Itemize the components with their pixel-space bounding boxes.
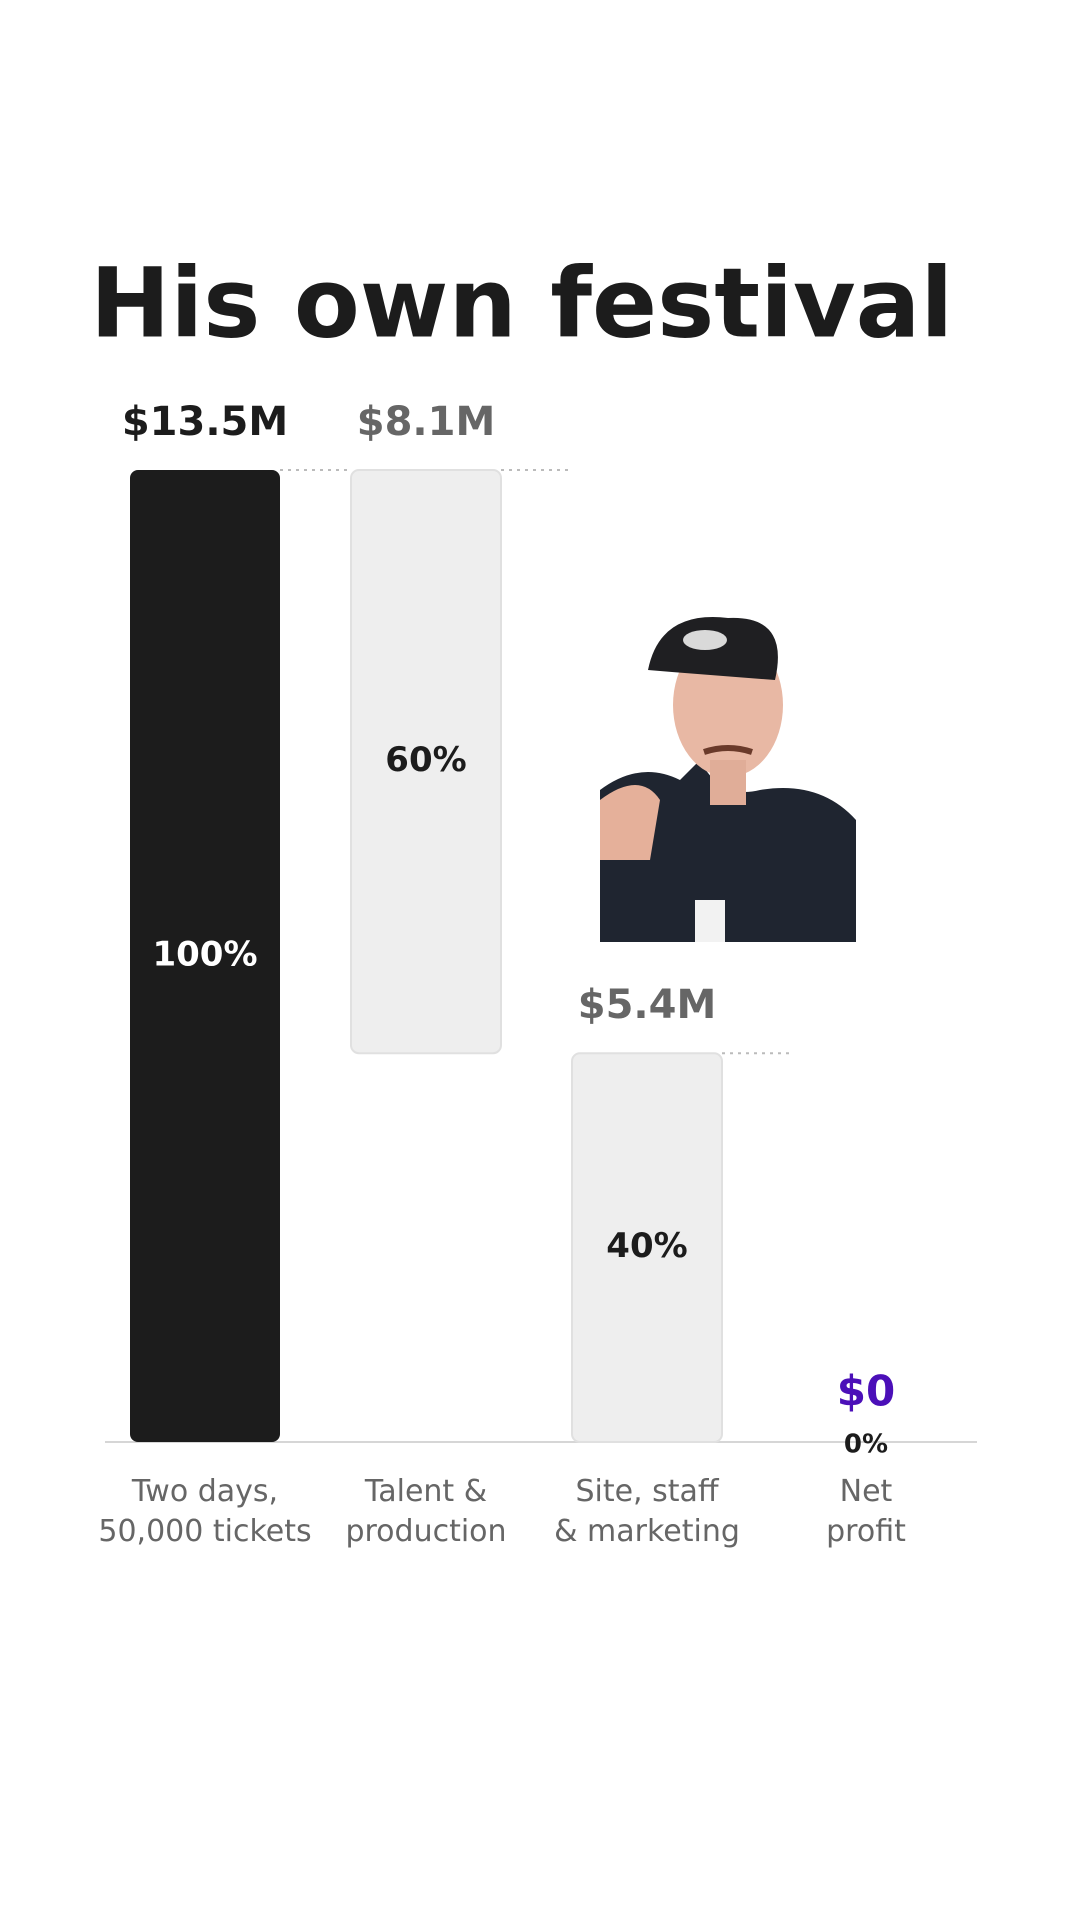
chart-title: His own festival [90,247,953,359]
category-label: Net profit [826,1474,906,1549]
category-label: Site, staff & marketing [554,1474,740,1549]
value-label: $5.4M [578,982,717,1028]
value-label: $0 [837,1367,895,1416]
bar [350,469,502,1055]
share-label: 0% [844,1430,888,1460]
bar [571,1052,723,1443]
category-label: Talent & production [345,1474,507,1549]
share-label: 100% [152,935,257,975]
bar [130,470,280,1442]
share-label: 60% [385,740,466,780]
photo [600,617,856,942]
value-label: $13.5M [122,399,288,445]
value-label: $8.1M [357,399,496,445]
share-label: 40% [606,1226,687,1266]
category-label: Two days, 50,000 tickets [98,1474,312,1549]
